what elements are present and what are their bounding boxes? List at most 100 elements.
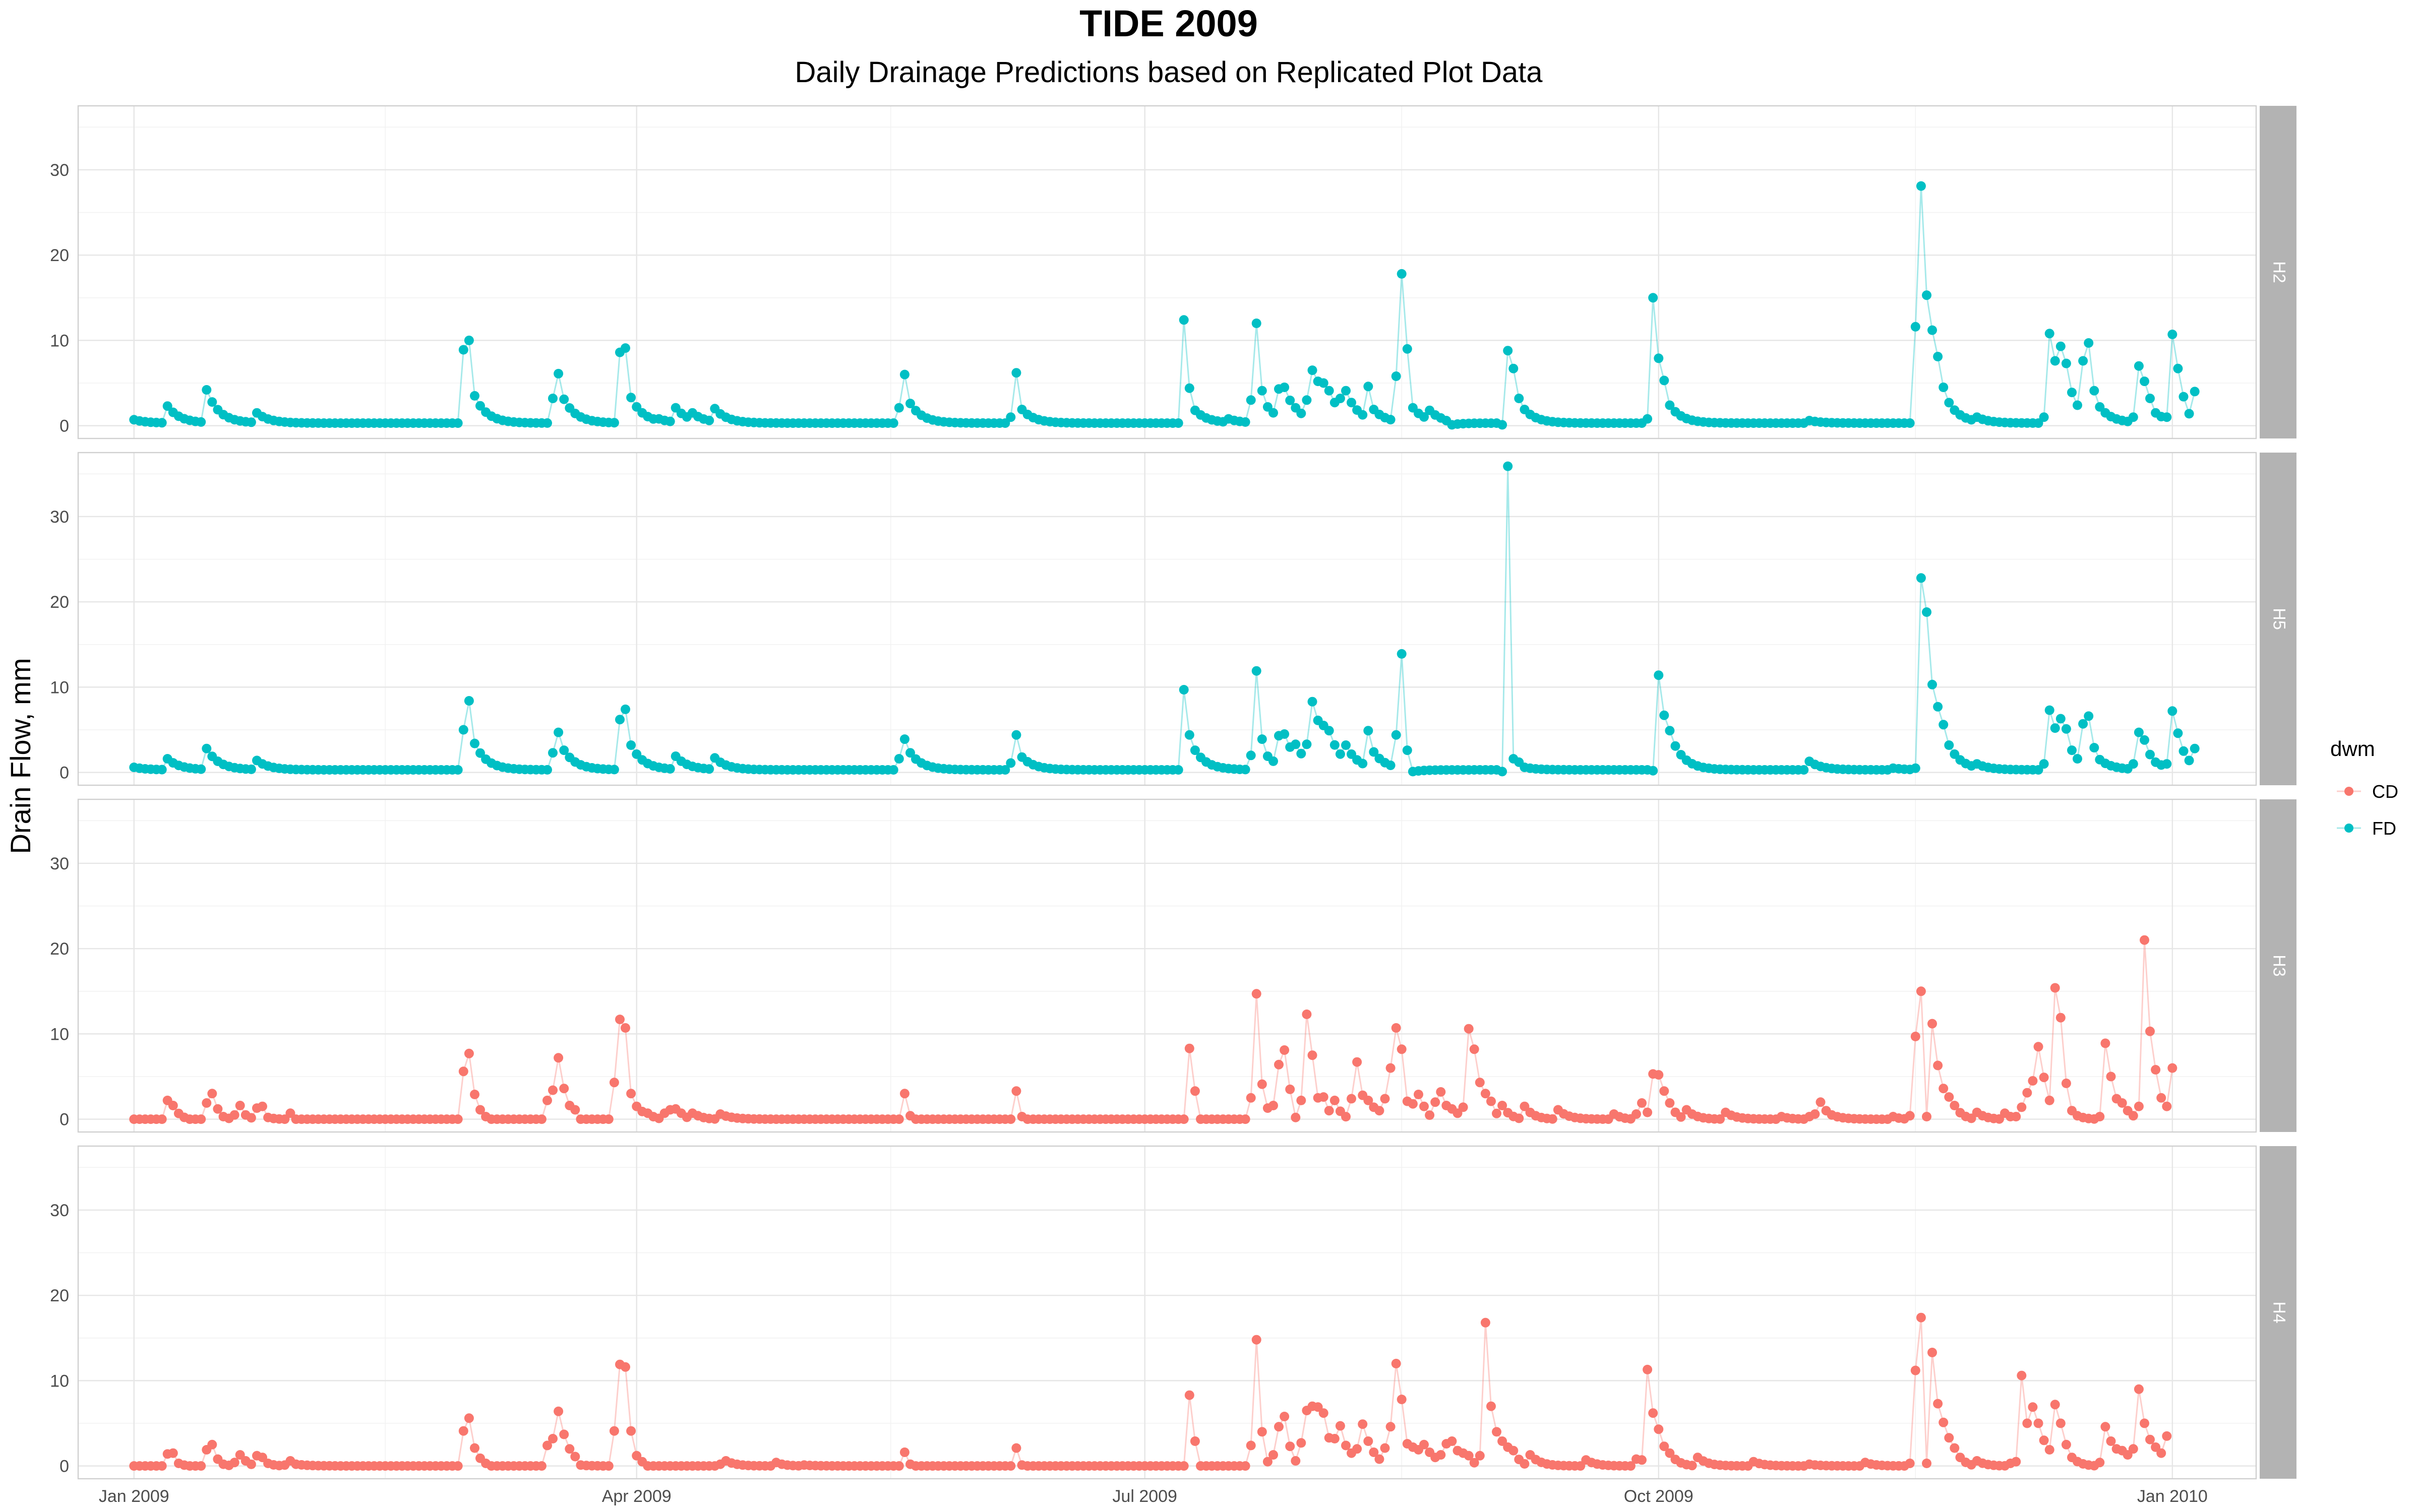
data-point — [1268, 408, 1278, 418]
data-point — [1625, 1461, 1636, 1471]
data-point — [1944, 740, 1954, 750]
data-point — [2106, 1072, 2116, 1082]
data-point — [1006, 1461, 1016, 1471]
data-point — [2073, 400, 2082, 410]
data-point — [899, 734, 910, 744]
data-point — [603, 1461, 614, 1471]
data-point — [1302, 395, 1312, 405]
x-tick-label: Jan 2010 — [2137, 1487, 2208, 1506]
data-point — [1385, 1422, 1396, 1432]
data-point — [2078, 356, 2088, 366]
data-point — [1006, 758, 1016, 768]
data-point — [1497, 767, 1507, 777]
data-point — [1179, 1114, 1189, 1124]
data-point — [1307, 697, 1317, 707]
data-point — [1341, 1440, 1351, 1451]
data-point — [1251, 319, 1261, 328]
data-point — [246, 764, 256, 774]
data-point — [1006, 412, 1016, 422]
data-point — [899, 369, 910, 380]
data-point — [1469, 1044, 1479, 1054]
series-line-h5 — [134, 466, 2196, 773]
data-point — [1391, 371, 1401, 381]
data-point — [2167, 1063, 2177, 1073]
data-point — [2106, 1436, 2116, 1446]
data-point — [1503, 346, 1513, 356]
data-point — [2134, 1384, 2144, 1394]
data-point — [229, 1110, 239, 1120]
y-tick-label: 30 — [50, 161, 69, 180]
data-point — [1184, 383, 1194, 393]
data-point — [2156, 1448, 2166, 1458]
data-point — [1011, 1086, 1021, 1096]
data-point — [1313, 1402, 1323, 1412]
data-point — [1324, 386, 1334, 396]
data-point — [1637, 1098, 1647, 1108]
data-point — [458, 345, 468, 355]
data-point — [458, 725, 468, 735]
data-point — [1262, 1457, 1273, 1467]
data-point — [2184, 755, 2194, 766]
x-tick-label: Apr 2009 — [602, 1487, 672, 1506]
facet-panel-h4: 0 10 20 30 H4 — [50, 1145, 2296, 1480]
data-point — [1939, 1084, 1949, 1094]
data-point — [1335, 394, 1345, 403]
data-point — [2184, 409, 2194, 419]
facet-panel-h2: 0 10 20 30 H2 — [50, 105, 2296, 439]
data-point — [559, 1429, 569, 1439]
data-point — [1280, 1412, 1290, 1421]
data-point — [626, 740, 636, 750]
data-point — [1927, 679, 1937, 689]
data-point — [1643, 1107, 1653, 1117]
data-point — [1329, 1095, 1340, 1105]
panel-border — [77, 105, 2257, 439]
data-point — [2044, 1095, 2054, 1105]
data-point — [1464, 1451, 1474, 1461]
data-point — [1329, 740, 1340, 750]
data-point — [157, 1461, 167, 1471]
data-point — [196, 1114, 206, 1124]
data-point — [2162, 1101, 2172, 1111]
data-point — [1916, 573, 1926, 583]
data-point — [1274, 1422, 1284, 1432]
data-point — [2055, 714, 2066, 724]
data-point — [1654, 1424, 1664, 1434]
data-point — [548, 394, 558, 403]
data-point — [1341, 1112, 1351, 1122]
legend-title: dwm — [2330, 737, 2375, 761]
data-point — [1280, 729, 1290, 739]
panel-border — [77, 1145, 2257, 1480]
data-point — [475, 1105, 485, 1115]
data-point — [2017, 1370, 2027, 1380]
data-point — [1939, 383, 1949, 392]
y-tick-label: 30 — [50, 508, 69, 527]
data-point — [1190, 1086, 1200, 1096]
data-point — [1184, 730, 1194, 740]
data-point — [453, 418, 463, 428]
data-point — [632, 1451, 642, 1461]
data-point — [1257, 1427, 1267, 1437]
data-point — [1514, 394, 1524, 403]
data-point — [1458, 1102, 1468, 1112]
data-point — [565, 1444, 575, 1454]
data-point — [2033, 1418, 2043, 1428]
data-point — [2011, 1457, 2021, 1467]
data-point — [1402, 745, 1412, 755]
data-point — [1950, 1101, 1960, 1110]
data-point — [2190, 387, 2200, 397]
data-point — [888, 418, 898, 428]
data-point — [626, 1089, 636, 1099]
data-point — [458, 1066, 468, 1077]
x-tick-label: Jul 2009 — [1112, 1487, 1177, 1506]
data-point — [1397, 1044, 1407, 1054]
data-point — [2134, 1101, 2144, 1111]
data-point — [609, 418, 619, 428]
data-point — [1475, 1078, 1485, 1088]
data-point — [1302, 1010, 1312, 1019]
data-point — [1910, 763, 1920, 773]
data-point — [1654, 1070, 1664, 1080]
data-point — [1922, 1112, 1931, 1121]
data-point — [1910, 1365, 1920, 1375]
data-point — [475, 748, 485, 758]
data-point — [2128, 412, 2138, 422]
